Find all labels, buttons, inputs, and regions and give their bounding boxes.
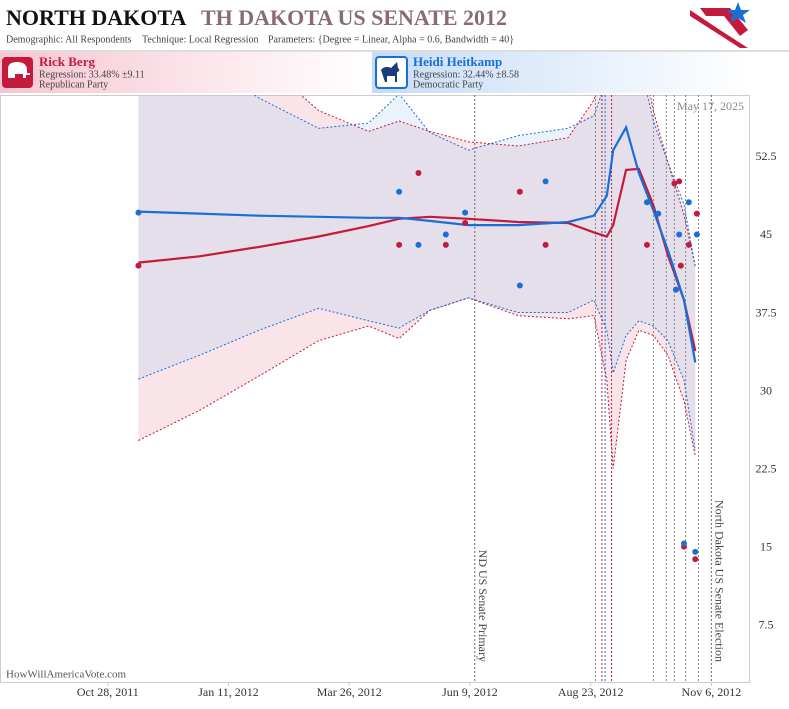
poll-point (643, 241, 650, 248)
event-label: ND US Senate Primary (476, 550, 490, 662)
poll-point (692, 556, 699, 563)
legend-regression: Regression: 33.48% ±9.11 (39, 69, 145, 80)
legend-party: Democratic Party (413, 79, 483, 90)
band-edge (253, 95, 696, 267)
elephant-icon (2, 57, 33, 88)
y-tick-label: 45 (760, 227, 772, 241)
y-tick-label: 7.5 (759, 618, 774, 632)
poll-point (415, 170, 422, 177)
poll-point (542, 241, 549, 248)
poll-point (462, 209, 469, 216)
poll-point (135, 209, 142, 216)
poll-point (643, 199, 650, 206)
legend-party: Republican Party (39, 79, 108, 90)
donkey-icon (375, 56, 408, 89)
x-tick-label: Nov 6, 2012 (682, 685, 742, 699)
legend-name: Rick Berg (39, 54, 95, 69)
y-tick-label: 30 (760, 383, 772, 397)
legend-regression: Regression: 32.44% ±8.58 (413, 69, 519, 80)
watermark: HowWillAmericaVote.com (6, 669, 126, 681)
poll-point (462, 220, 469, 227)
band-edge (138, 297, 696, 469)
legend-bg-dem (372, 52, 750, 93)
legend-bg-rep (0, 52, 370, 93)
y-tick-label: 22.5 (756, 461, 777, 475)
plot-area (135, 95, 712, 683)
poll-point (693, 231, 700, 238)
poll-point (693, 210, 700, 217)
subtitle-parameters: Parameters: {Degree = Linear, Alpha = 0.… (268, 34, 514, 45)
poll-point (655, 210, 662, 217)
x-tick-label: Oct 28, 2011 (77, 685, 139, 699)
poll-point (542, 178, 549, 185)
band-edge (300, 95, 696, 267)
poll-point (442, 231, 449, 238)
poll-point (692, 548, 699, 555)
title-overlap: TH DAKOTA US SENATE 2012 (201, 5, 507, 30)
confidence-band (138, 95, 696, 451)
x-tick-label: Jun 9, 2012 (442, 685, 498, 699)
poll-point (516, 188, 523, 195)
x-tick-label: Jan 11, 2012 (198, 685, 259, 699)
poll-point (676, 231, 683, 238)
poll-point (685, 241, 692, 248)
logo (690, 2, 750, 48)
poll-point (681, 540, 688, 547)
poll-point (672, 286, 679, 293)
poll-point (415, 241, 422, 248)
poll-point (396, 241, 403, 248)
confidence-band (138, 95, 696, 469)
trend-line (138, 124, 697, 363)
y-tick-label: 37.5 (756, 305, 777, 319)
legend-name: Heidi Heitkamp (413, 54, 502, 69)
date-stamp: May 17, 2025 (677, 99, 744, 113)
title: NORTH DAKOTA (6, 5, 186, 30)
x-tick-label: Mar 26, 2012 (317, 685, 382, 699)
poll-point (677, 262, 684, 269)
plot-frame (0, 95, 750, 683)
poll-point (442, 241, 449, 248)
y-tick-label: 15 (760, 539, 772, 553)
poll-point (685, 199, 692, 206)
poll-point (671, 180, 678, 187)
event-label: North Dakota US Senate Election (713, 500, 727, 662)
band-edge (138, 297, 696, 451)
poll-point (676, 178, 683, 185)
subtitle-technique: Technique: Local Regression (142, 34, 258, 45)
y-tick-label: 52.5 (756, 149, 777, 163)
poll-point (516, 282, 523, 289)
poll-point (396, 188, 403, 195)
x-tick-label: Aug 23, 2012 (558, 685, 624, 699)
poll-point (135, 262, 142, 269)
subtitle-demographic: Demographic: All Respondents (6, 34, 132, 45)
